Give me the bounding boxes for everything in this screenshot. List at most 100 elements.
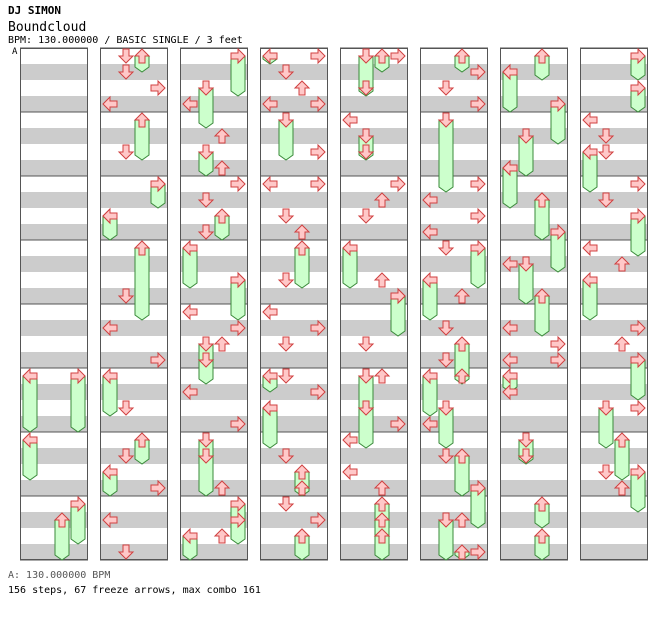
step-left-arrow	[422, 415, 438, 433]
beat-stripe	[340, 448, 408, 464]
step-right-arrow	[470, 175, 486, 193]
step-right-arrow	[230, 511, 246, 529]
beat-stripe	[420, 128, 488, 144]
step-left-arrow	[422, 191, 438, 209]
song-title: Boundcloud	[8, 20, 87, 35]
step-up-arrow	[613, 256, 631, 272]
step-down-arrow	[117, 400, 135, 416]
step-up-arrow	[373, 480, 391, 496]
step-up-arrow	[453, 368, 471, 384]
step-down-arrow	[357, 208, 375, 224]
freeze-head-left-arrow	[422, 271, 438, 289]
freeze-head-up-arrow	[533, 528, 551, 544]
step-down-arrow	[277, 448, 295, 464]
beat-stripe	[180, 96, 248, 112]
step-right-arrow	[230, 415, 246, 433]
step-right-arrow	[470, 95, 486, 113]
step-right-arrow	[150, 351, 166, 369]
freeze-head-down-arrow	[197, 432, 215, 448]
freeze-head-down-arrow	[277, 112, 295, 128]
step-down-arrow	[597, 144, 615, 160]
beat-stripe	[100, 256, 168, 272]
beat-stripe	[420, 448, 488, 464]
freeze-head-left-arrow	[342, 239, 358, 257]
step-down-arrow	[357, 336, 375, 352]
step-left-arrow	[502, 319, 518, 337]
beat-stripe	[260, 384, 328, 400]
freeze-head-right-arrow	[630, 47, 646, 65]
chart-column-4	[260, 47, 328, 561]
freeze-head-up-arrow	[293, 464, 311, 480]
beat-stripe	[420, 64, 488, 80]
beat-stripe	[180, 160, 248, 176]
step-up-arrow	[453, 336, 471, 352]
step-right-arrow	[150, 79, 166, 97]
beat-stripe	[580, 192, 648, 208]
step-left-arrow	[262, 95, 278, 113]
beat-stripe	[20, 320, 88, 336]
beat-stripe	[340, 544, 408, 560]
freeze-head-down-arrow	[517, 432, 535, 448]
step-up-arrow	[453, 288, 471, 304]
beat-stripe	[260, 544, 328, 560]
beat-stripe	[100, 544, 168, 560]
step-up-arrow	[293, 224, 311, 240]
freeze-head-down-arrow	[357, 128, 375, 144]
step-down-arrow	[277, 368, 295, 384]
beat-stripe	[100, 96, 168, 112]
column-border	[340, 48, 408, 560]
step-left-arrow	[182, 303, 198, 321]
beat-stripe	[340, 512, 408, 528]
step-right-arrow	[310, 143, 326, 161]
step-right-arrow	[390, 47, 406, 65]
beat-stripe	[20, 96, 88, 112]
beat-stripe	[420, 192, 488, 208]
freeze-head-down-arrow	[197, 336, 215, 352]
step-stats: 156 steps, 67 freeze arrows, max combo 1…	[8, 585, 261, 596]
chart-column-3	[180, 47, 248, 561]
step-up-arrow	[213, 160, 231, 176]
freeze-head-up-arrow	[133, 432, 151, 448]
chart-column-7	[500, 47, 568, 561]
beat-stripe	[20, 192, 88, 208]
step-down-arrow	[117, 64, 135, 80]
step-up-arrow	[373, 368, 391, 384]
step-up-arrow	[373, 192, 391, 208]
beat-stripe	[340, 160, 408, 176]
step-down-arrow	[437, 448, 455, 464]
step-right-arrow	[390, 175, 406, 193]
freeze-head-right-arrow	[70, 367, 86, 385]
beat-stripe	[260, 192, 328, 208]
step-right-arrow	[310, 383, 326, 401]
beat-stripe	[100, 448, 168, 464]
freeze-head-up-arrow	[533, 48, 551, 64]
step-down-arrow	[517, 448, 535, 464]
step-up-arrow	[213, 528, 231, 544]
freeze-head-right-arrow	[550, 95, 566, 113]
step-down-arrow	[277, 496, 295, 512]
step-up-arrow	[613, 336, 631, 352]
step-down-arrow	[117, 144, 135, 160]
column-border	[500, 48, 568, 560]
beat-stripe	[100, 512, 168, 528]
step-down-arrow	[437, 352, 455, 368]
step-right-arrow	[550, 351, 566, 369]
beat-stripe	[420, 320, 488, 336]
freeze-head-left-arrow	[422, 367, 438, 385]
step-down-arrow	[437, 240, 455, 256]
beat-stripe	[20, 352, 88, 368]
beat-stripe	[580, 320, 648, 336]
beat-stripe	[260, 96, 328, 112]
beat-stripe	[420, 224, 488, 240]
step-down-arrow	[277, 208, 295, 224]
freeze-arrow-up	[134, 247, 150, 321]
beat-stripe	[180, 192, 248, 208]
step-right-arrow	[630, 319, 646, 337]
chart-column-6	[420, 47, 488, 561]
step-down-arrow	[117, 448, 135, 464]
step-up-arrow	[213, 480, 231, 496]
freeze-head-left-arrow	[22, 367, 38, 385]
freeze-head-left-arrow	[582, 271, 598, 289]
beat-stripe	[180, 448, 248, 464]
